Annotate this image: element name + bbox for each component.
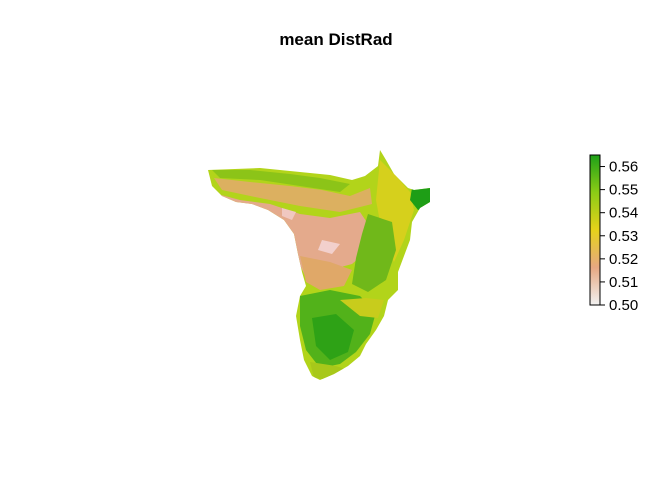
legend-ticks: 0.56 0.55 0.54 0.53 0.52 0.51 0.50 <box>600 159 638 314</box>
legend-tick-label: 0.55 <box>609 182 638 199</box>
legend-tick-label: 0.50 <box>609 297 638 314</box>
raster-zone-sahel <box>214 178 372 212</box>
legend-tick-label: 0.53 <box>609 228 638 245</box>
raster-zone-south-dark <box>312 314 354 360</box>
legend-tick-label: 0.51 <box>609 274 638 291</box>
raster-zone-east-green <box>352 214 396 292</box>
raster-zone-central-orange <box>300 256 352 290</box>
raster-zone-cape <box>310 362 348 380</box>
legend-tick-label: 0.54 <box>609 205 638 222</box>
raster-zone-pale <box>282 208 296 220</box>
raster-zone-south-yellow <box>340 298 384 318</box>
raster-zone-west-green <box>212 170 350 192</box>
raster-zone-pale2 <box>318 240 340 254</box>
raster-zone-horn <box>410 186 430 210</box>
legend-tick-label: 0.52 <box>609 251 638 268</box>
legend-bar <box>589 154 601 306</box>
legend-tick-label: 0.56 <box>609 159 638 176</box>
map-title: mean DistRad <box>279 30 393 49</box>
